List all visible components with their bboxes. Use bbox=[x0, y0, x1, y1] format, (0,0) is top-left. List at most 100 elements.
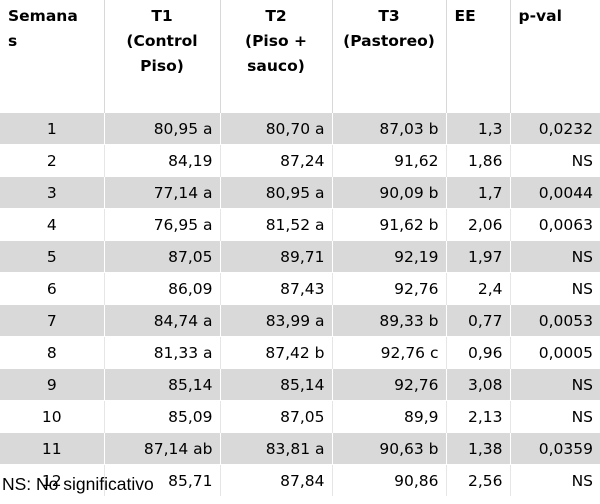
cell-ee: 2,4 bbox=[446, 272, 511, 305]
cell-t3: 92,76 bbox=[332, 368, 447, 401]
table-row: 12 85,71 87,84 90,86 2,56 NS bbox=[0, 464, 600, 496]
table-row: 4 76,95 a 81,52 a 91,62 b 2,06 0,0063 bbox=[0, 208, 600, 241]
cell-t1: 85,09 bbox=[104, 400, 221, 433]
cell-ee: 1,7 bbox=[446, 176, 511, 209]
header-line: T3 bbox=[378, 7, 400, 25]
cell-week: 9 bbox=[0, 368, 105, 401]
cell-pval: NS bbox=[510, 272, 600, 305]
header-line: p-val bbox=[518, 7, 562, 25]
table-row: 5 87,05 89,71 92,19 1,97 NS bbox=[0, 240, 600, 273]
cell-ee: 1,97 bbox=[446, 240, 511, 273]
cell-pval: 0,0053 bbox=[510, 304, 600, 337]
cell-t2: 83,99 a bbox=[220, 304, 333, 337]
cell-ee: 3,08 bbox=[446, 368, 511, 401]
cell-ee: 1,38 bbox=[446, 432, 511, 465]
header-line: T2 bbox=[265, 7, 287, 25]
cell-ee: 2,06 bbox=[446, 208, 511, 241]
cell-t3: 89,33 b bbox=[332, 304, 447, 337]
table-row: 6 86,09 87,43 92,76 2,4 NS bbox=[0, 272, 600, 305]
footnote: NS: No significativo bbox=[2, 474, 154, 494]
cell-t1: 84,19 bbox=[104, 144, 221, 177]
cell-t1: 87,14 ab bbox=[104, 432, 221, 465]
cell-ee: 0,96 bbox=[446, 336, 511, 369]
cell-t2: 87,05 bbox=[220, 400, 333, 433]
table-row: 10 85,09 87,05 89,9 2,13 NS bbox=[0, 400, 600, 433]
cell-t1: 77,14 a bbox=[104, 176, 221, 209]
cell-t2: 87,84 bbox=[220, 464, 333, 496]
table-row: 8 81,33 a 87,42 b 92,76 c 0,96 0,0005 bbox=[0, 336, 600, 369]
cell-week: 10 bbox=[0, 400, 105, 433]
header-row: Semana s T1 (Control Piso) T2 (Piso + sauco) T3 (… bbox=[0, 0, 600, 113]
cell-pval: 0,0044 bbox=[510, 176, 600, 209]
cell-t3: 90,63 b bbox=[332, 432, 447, 465]
cell-ee: 2,56 bbox=[446, 464, 511, 496]
cell-week: 12 bbox=[0, 464, 105, 496]
cell-t2: 87,43 bbox=[220, 272, 333, 305]
cell-ee: 1,86 bbox=[446, 144, 511, 177]
cell-t1: 85,71 bbox=[104, 464, 221, 496]
cell-t2: 80,95 a bbox=[220, 176, 333, 209]
cell-ee: 1,3 bbox=[446, 112, 511, 145]
cell-t1: 84,74 a bbox=[104, 304, 221, 337]
header-line: T1 bbox=[151, 7, 173, 25]
cell-t3: 90,09 b bbox=[332, 176, 447, 209]
header-pval: p-val bbox=[510, 0, 600, 113]
header-line: Semana bbox=[8, 7, 78, 25]
cell-t1: 81,33 a bbox=[104, 336, 221, 369]
cell-pval: NS bbox=[510, 240, 600, 273]
cell-t1: 76,95 a bbox=[104, 208, 221, 241]
table-row: 7 84,74 a 83,99 a 89,33 b 0,77 0,0053 bbox=[0, 304, 600, 337]
cell-pval: NS bbox=[510, 144, 600, 177]
header-line: EE bbox=[454, 7, 476, 25]
header-line: (Pastoreo) bbox=[343, 32, 435, 50]
cell-t2: 85,14 bbox=[220, 368, 333, 401]
cell-week: 5 bbox=[0, 240, 105, 273]
cell-t2: 87,42 b bbox=[220, 336, 333, 369]
cell-pval: 0,0359 bbox=[510, 432, 600, 465]
cell-week: 3 bbox=[0, 176, 105, 209]
table-body: 1 80,95 a 80,70 a 87,03 b 1,3 0,0232 2 84,19 87,… bbox=[0, 112, 600, 496]
table-row: 9 85,14 85,14 92,76 3,08 NS bbox=[0, 368, 600, 401]
cell-t3: 91,62 b bbox=[332, 208, 447, 241]
cell-t2: 83,81 a bbox=[220, 432, 333, 465]
cell-pval: NS bbox=[510, 464, 600, 496]
cell-t2: 80,70 a bbox=[220, 112, 333, 145]
cell-t3: 90,86 bbox=[332, 464, 447, 496]
header-week: Semana s bbox=[0, 0, 105, 113]
cell-pval: 0,0232 bbox=[510, 112, 600, 145]
cell-week: 2 bbox=[0, 144, 105, 177]
cell-pval: 0,0063 bbox=[510, 208, 600, 241]
cell-t1: 87,05 bbox=[104, 240, 221, 273]
cell-week: 6 bbox=[0, 272, 105, 305]
cell-pval: 0,0005 bbox=[510, 336, 600, 369]
header-line: Piso) bbox=[140, 57, 184, 75]
cell-t1: 86,09 bbox=[104, 272, 221, 305]
table-header: Semana s T1 (Control Piso) T2 (Piso + sauco) T3 (… bbox=[0, 0, 600, 113]
cell-week: 4 bbox=[0, 208, 105, 241]
cell-week: 1 bbox=[0, 112, 105, 145]
cell-t3: 89,9 bbox=[332, 400, 447, 433]
header-line: s bbox=[8, 32, 18, 50]
cell-t2: 81,52 a bbox=[220, 208, 333, 241]
header-t2: T2 (Piso + sauco) bbox=[220, 0, 333, 113]
header-t1: T1 (Control Piso) bbox=[104, 0, 221, 113]
cell-week: 11 bbox=[0, 432, 105, 465]
table-row: 3 77,14 a 80,95 a 90,09 b 1,7 0,0044 bbox=[0, 176, 600, 209]
header-line: (Piso + bbox=[244, 32, 307, 50]
cell-t3: 87,03 b bbox=[332, 112, 447, 145]
table-row: 1 80,95 a 80,70 a 87,03 b 1,3 0,0232 bbox=[0, 112, 600, 145]
header-line: (Control bbox=[126, 32, 198, 50]
header-ee: EE bbox=[446, 0, 511, 113]
cell-t1: 85,14 bbox=[104, 368, 221, 401]
cell-t3: 91,62 bbox=[332, 144, 447, 177]
cell-t3: 92,76 c bbox=[332, 336, 447, 369]
cell-ee: 0,77 bbox=[446, 304, 511, 337]
table-row: 11 87,14 ab 83,81 a 90,63 b 1,38 0,0359 bbox=[0, 432, 600, 465]
cell-week: 7 bbox=[0, 304, 105, 337]
header-line: sauco) bbox=[247, 57, 305, 75]
cell-t1: 80,95 a bbox=[104, 112, 221, 145]
cell-pval: NS bbox=[510, 368, 600, 401]
cell-pval: NS bbox=[510, 400, 600, 433]
cell-t2: 87,24 bbox=[220, 144, 333, 177]
